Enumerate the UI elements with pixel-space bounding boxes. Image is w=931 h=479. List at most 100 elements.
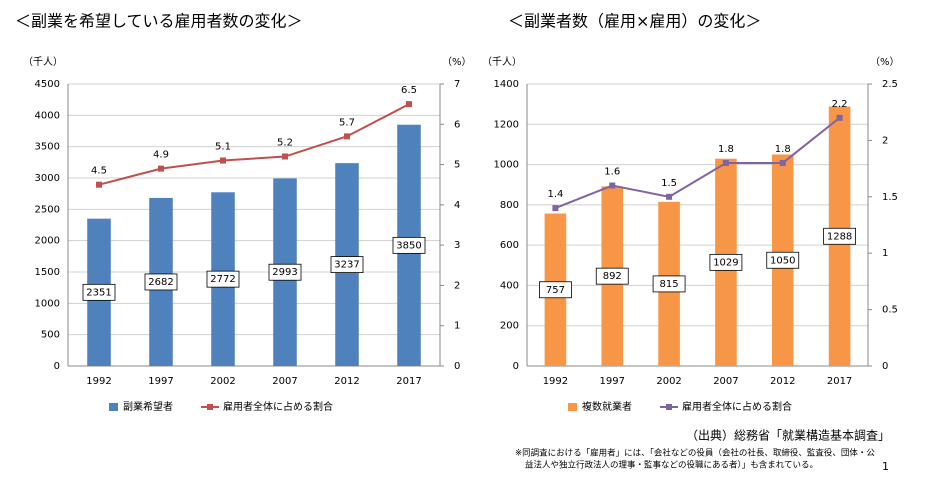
point bbox=[282, 153, 288, 160]
x-tick-label: 2002 bbox=[656, 376, 681, 387]
x-tick-label: 1992 bbox=[543, 376, 568, 387]
value-label: 892 bbox=[603, 271, 622, 282]
value-label: 2772 bbox=[210, 274, 235, 285]
point bbox=[779, 159, 786, 166]
source: （出典）総務省「就業構造基本調査」 bbox=[686, 429, 890, 443]
legend-label: 複数就業者 bbox=[582, 400, 632, 413]
legend-swatch bbox=[109, 403, 118, 411]
y-tick-label: 3000 bbox=[35, 173, 60, 184]
y-tick-label: 4000 bbox=[35, 110, 60, 121]
x-tick-label: 2002 bbox=[210, 376, 235, 387]
y-tick-label: 2000 bbox=[35, 236, 60, 247]
x-tick-label: 1997 bbox=[600, 376, 625, 387]
value-label: 1288 bbox=[827, 231, 852, 242]
value-label: 3237 bbox=[334, 260, 359, 271]
y2-tick-label: 2.5 bbox=[882, 79, 898, 90]
point bbox=[722, 159, 729, 166]
point bbox=[96, 181, 102, 188]
value-label-box bbox=[206, 270, 240, 288]
y2-tick-label: 2 bbox=[454, 280, 460, 291]
x-tick-label: 1992 bbox=[86, 376, 111, 387]
y-tick-label: 1500 bbox=[35, 267, 60, 278]
x-tick-label: 2007 bbox=[272, 376, 297, 387]
value-label: 1.4 bbox=[547, 189, 563, 200]
y2-tick-label: 2 bbox=[882, 135, 888, 146]
legend-label: 雇用者全体に占める割合 bbox=[223, 400, 333, 413]
point bbox=[836, 114, 843, 121]
point bbox=[552, 205, 559, 212]
y-tick-label: 4500 bbox=[35, 79, 60, 90]
value-label: 1.8 bbox=[718, 144, 734, 155]
value-label-box bbox=[392, 236, 426, 254]
legend-label: 副業希望者 bbox=[123, 400, 173, 413]
y2-tick-label: 0 bbox=[882, 361, 888, 372]
x-tick-label: 2012 bbox=[770, 376, 795, 387]
value-label: 1050 bbox=[770, 255, 795, 266]
y2-tick-label: 0.5 bbox=[882, 305, 898, 316]
y-tick-label: 500 bbox=[41, 330, 60, 341]
value-label-box bbox=[709, 253, 743, 271]
y2-axis-label: （%） bbox=[870, 56, 900, 68]
y-tick-label: 1000 bbox=[35, 298, 60, 309]
y-tick-label: 1400 bbox=[494, 79, 519, 90]
value-label: 5.1 bbox=[215, 142, 231, 153]
y2-tick-label: 0 bbox=[454, 361, 460, 372]
legend-label: 雇用者全体に占める割合 bbox=[682, 400, 792, 413]
y-tick-label: 400 bbox=[500, 280, 519, 291]
y-tick-label: 1000 bbox=[494, 160, 519, 171]
value-label: 1.8 bbox=[775, 144, 791, 155]
legend-swatch bbox=[568, 403, 577, 411]
value-label: 4.9 bbox=[153, 150, 169, 161]
footnote: ※同調査における「雇用者」には、「会社などの役員（会社の社長、取締役、監査役、団… bbox=[515, 448, 875, 459]
value-label: 2351 bbox=[86, 287, 111, 298]
footnote: 益法人や独立行政法人の理事・監事などの役職にある者）」も含まれている。 bbox=[525, 460, 818, 471]
x-tick-label: 2017 bbox=[827, 376, 852, 387]
y-axis-label: （千人） bbox=[482, 56, 522, 68]
y-tick-label: 600 bbox=[500, 240, 519, 251]
x-tick-label: 2012 bbox=[334, 376, 359, 387]
value-label-box bbox=[766, 251, 800, 269]
value-label: 5.2 bbox=[277, 138, 293, 149]
y-tick-label: 200 bbox=[500, 321, 519, 332]
y2-tick-label: 1 bbox=[882, 248, 888, 259]
value-label: 4.5 bbox=[91, 166, 107, 177]
y2-axis-label: （%） bbox=[442, 56, 472, 68]
y2-tick-label: 4 bbox=[454, 200, 460, 211]
value-label-box bbox=[330, 256, 364, 273]
legend-swatch bbox=[666, 404, 672, 410]
y2-tick-label: 1 bbox=[454, 321, 460, 332]
y-tick-label: 0 bbox=[513, 361, 519, 372]
y2-tick-label: 6 bbox=[454, 119, 460, 130]
y-tick-label: 3500 bbox=[35, 142, 60, 153]
y-tick-label: 2500 bbox=[35, 204, 60, 215]
legend-swatch bbox=[207, 404, 213, 410]
point bbox=[406, 101, 412, 108]
x-tick-label: 1997 bbox=[148, 376, 173, 387]
y2-tick-label: 3 bbox=[454, 240, 460, 251]
chart-title: ＜副業を希望している雇用者数の変化＞ bbox=[15, 12, 303, 31]
y2-tick-label: 5 bbox=[454, 160, 460, 171]
value-label-box bbox=[823, 227, 856, 245]
value-label: 1.5 bbox=[661, 178, 677, 189]
value-label: 757 bbox=[546, 285, 565, 296]
value-label-box bbox=[652, 275, 686, 293]
y2-tick-label: 7 bbox=[454, 79, 460, 90]
value-label: 6.5 bbox=[401, 85, 417, 96]
y-tick-label: 0 bbox=[54, 361, 60, 372]
line bbox=[98, 103, 410, 186]
line bbox=[555, 117, 841, 210]
y-tick-label: 1200 bbox=[494, 119, 519, 130]
x-tick-label: 2017 bbox=[396, 376, 421, 387]
point bbox=[666, 193, 673, 200]
value-label-box bbox=[144, 273, 178, 291]
value-label: 2993 bbox=[272, 267, 297, 278]
value-label: 2.2 bbox=[832, 99, 848, 110]
x-tick-label: 2007 bbox=[713, 376, 738, 387]
value-label-box bbox=[539, 281, 572, 299]
value-label: 3850 bbox=[396, 240, 421, 251]
y-axis-label: （千人） bbox=[23, 56, 63, 68]
value-label: 815 bbox=[660, 279, 679, 290]
value-label: 1029 bbox=[713, 257, 738, 268]
point bbox=[609, 182, 616, 189]
